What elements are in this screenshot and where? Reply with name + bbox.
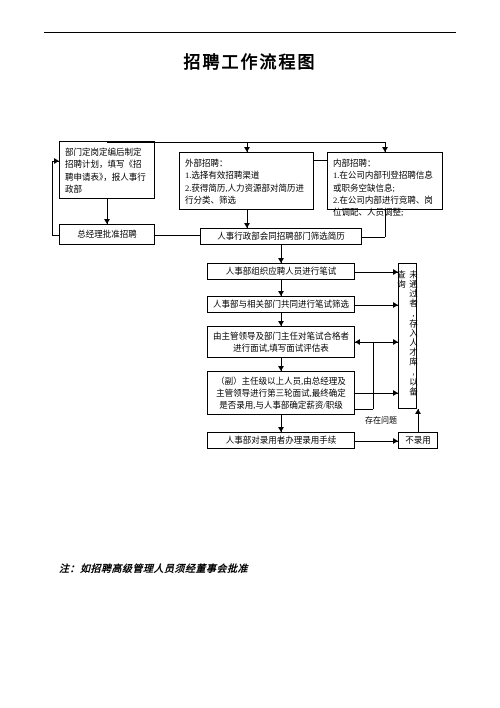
node-interview: 由主管领导及部门主任对笔试合格者进行面试,填写面试评估表 xyxy=(207,326,355,358)
int-l1: 1.在公司内部刊登招聘信息或职务空缺信息; xyxy=(333,169,437,194)
ext-l1: 1.选择有效招聘渠道 xyxy=(185,169,308,181)
int-title: 内部招聘： xyxy=(333,157,437,169)
label-has-problem: 存在问题 xyxy=(365,415,397,426)
node-reject: 不录用 xyxy=(398,432,438,449)
node-start: 部门定岗定编后制定招聘计划，填写《招聘申请表》，报人事行政部 xyxy=(59,141,155,199)
node-test-screen: 人事部与相关部门共同进行笔试筛选 xyxy=(207,296,355,313)
ext-l2: 2.获得简历,人力资源部对简历进行分类、筛选 xyxy=(185,182,308,207)
node-talent-pool: 未通过者,存入人才库,以备查询 xyxy=(398,263,417,409)
node-screen-resume: 人事行政部会同招聘部门筛选简历 xyxy=(200,228,362,245)
node-internal-recruit: 内部招聘： 1.在公司内部刊登招聘信息或职务空缺信息; 2.在公司内部进行竞聘、… xyxy=(327,152,443,210)
node-onboard: 人事部对录用者办理录用手续 xyxy=(207,432,355,449)
node-approve: 总经理批准招聘 xyxy=(59,224,155,245)
node-written-test: 人事部组织应聘人员进行笔试 xyxy=(207,263,355,280)
page-title: 招聘工作流程图 xyxy=(0,48,500,73)
page-top-rule xyxy=(44,32,456,33)
node-final-interview: （副）主任级以上人员,由总经理及主管领导进行第三轮面试,最终确定是否录用,与人事… xyxy=(207,371,355,415)
ext-title: 外部招聘： xyxy=(185,157,308,169)
footnote: 注：如招聘高级管理人员须经董事会批准 xyxy=(59,560,248,575)
node-external-recruit: 外部招聘： 1.选择有效招聘渠道 2.获得简历,人力资源部对简历进行分类、筛选 xyxy=(179,152,314,210)
